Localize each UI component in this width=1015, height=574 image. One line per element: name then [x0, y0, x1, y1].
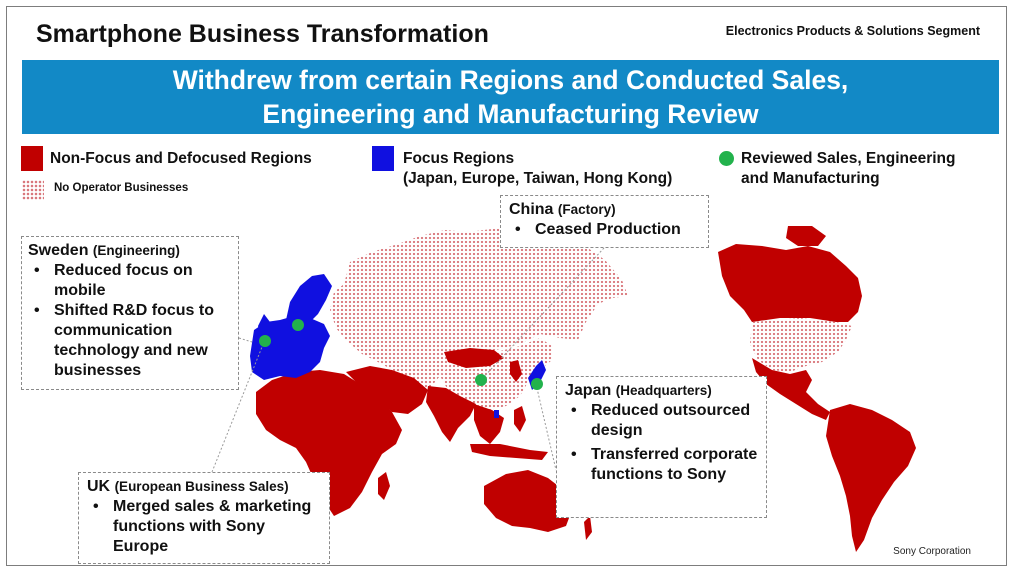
- south-america-region: [826, 404, 916, 552]
- sweden-callout: Sweden (Engineering) Reduced focus on mo…: [21, 236, 239, 390]
- japan-subtitle: (Headquarters): [615, 383, 712, 398]
- taiwan-region: [494, 410, 499, 418]
- japan-marker: [531, 378, 543, 390]
- sweden-bullet-1: Reduced focus on mobile: [28, 261, 232, 301]
- focus-legend-label: Focus Regions (Japan, Europe, Taiwan, Ho…: [403, 149, 672, 189]
- reviewed-legend-label: Reviewed Sales, Engineering and Manufact…: [741, 149, 956, 189]
- focus-swatch: [372, 146, 394, 171]
- sweden-marker: [292, 319, 304, 331]
- japan-callout-title: Japan (Headquarters): [565, 381, 758, 401]
- focus-legend-line-2: (Japan, Europe, Taiwan, Hong Kong): [403, 170, 673, 187]
- headline-line-2: Engineering and Manufacturing Review: [262, 99, 759, 129]
- non-focus-swatch: [21, 146, 43, 171]
- japan-connector-line: [535, 383, 557, 471]
- new-zealand-region: [584, 516, 592, 540]
- europe-region: [250, 316, 330, 380]
- canada-islands-region: [786, 226, 826, 246]
- china-callout: China (Factory) Ceased Production: [500, 195, 709, 248]
- sweden-connector-line: [238, 337, 253, 343]
- indonesia-region: [470, 444, 548, 460]
- japan-callout: Japan (Headquarters) Reduced outsourced …: [556, 376, 767, 518]
- uk-callout-title: UK (European Business Sales): [87, 477, 321, 497]
- uk-subtitle: (European Business Sales): [114, 479, 289, 494]
- russia-dotted-region: [330, 228, 628, 388]
- china-title: China: [509, 201, 554, 218]
- sweden-callout-title: Sweden (Engineering): [28, 241, 232, 261]
- sweden-title: Sweden: [28, 242, 89, 259]
- australia-region: [484, 470, 572, 532]
- japan-bullet-1: Reduced outsourced design: [565, 401, 758, 441]
- headline-line-1: Withdrew from certain Regions and Conduc…: [172, 65, 849, 95]
- no-operator-swatch: [22, 180, 44, 200]
- uk-callout: UK (European Business Sales) Merged sale…: [78, 472, 330, 564]
- reviewed-legend-line-2: and Manufacturing: [741, 170, 880, 187]
- uk-title: UK: [87, 478, 111, 495]
- no-operator-legend-label: No Operator Businesses: [54, 182, 189, 194]
- madagascar-region: [378, 472, 390, 500]
- scandinavia-region: [286, 274, 332, 328]
- reviewed-swatch: [719, 151, 734, 166]
- slide-frame: [6, 6, 1007, 566]
- usa-dotted-region: [750, 318, 852, 372]
- japan-title: Japan: [565, 382, 612, 399]
- china-marker: [475, 374, 487, 386]
- non-focus-legend-label: Non-Focus and Defocused Regions: [50, 150, 312, 167]
- mexico-region: [752, 358, 830, 420]
- china-bullet-1: Ceased Production: [509, 220, 700, 240]
- page-title: Smartphone Business Transformation: [36, 20, 489, 48]
- uk-bullet-1: Merged sales & marketing functions with …: [87, 497, 321, 557]
- canada-region: [718, 244, 862, 322]
- korea-region: [510, 360, 522, 382]
- middle-east-region: [346, 366, 428, 414]
- africa-region: [256, 370, 402, 516]
- segment-label: Electronics Products & Solutions Segment: [725, 24, 980, 38]
- philippines-region: [514, 406, 526, 432]
- south-asia-region: [426, 386, 476, 442]
- uk-region: [258, 314, 270, 338]
- headline-banner: Withdrew from certain Regions and Conduc…: [22, 60, 999, 134]
- sweden-bullet-2: Shifted R&D focus to communication techn…: [28, 301, 232, 381]
- china-subtitle: (Factory): [557, 202, 616, 217]
- sweden-subtitle: (Engineering): [92, 243, 180, 258]
- uk-marker: [259, 335, 271, 347]
- footer-company: Sony Corporation: [893, 546, 971, 557]
- japan-bullet-2: Transferred corporate functions to Sony: [565, 445, 758, 485]
- southeast-asia-region: [474, 404, 504, 444]
- reviewed-legend-line-1: Reviewed Sales, Engineering: [741, 150, 956, 167]
- mongolia-region: [444, 348, 504, 368]
- focus-legend-line-1: Focus Regions: [403, 150, 515, 167]
- china-callout-title: China (Factory): [509, 200, 700, 220]
- uk-connector-line: [211, 341, 265, 473]
